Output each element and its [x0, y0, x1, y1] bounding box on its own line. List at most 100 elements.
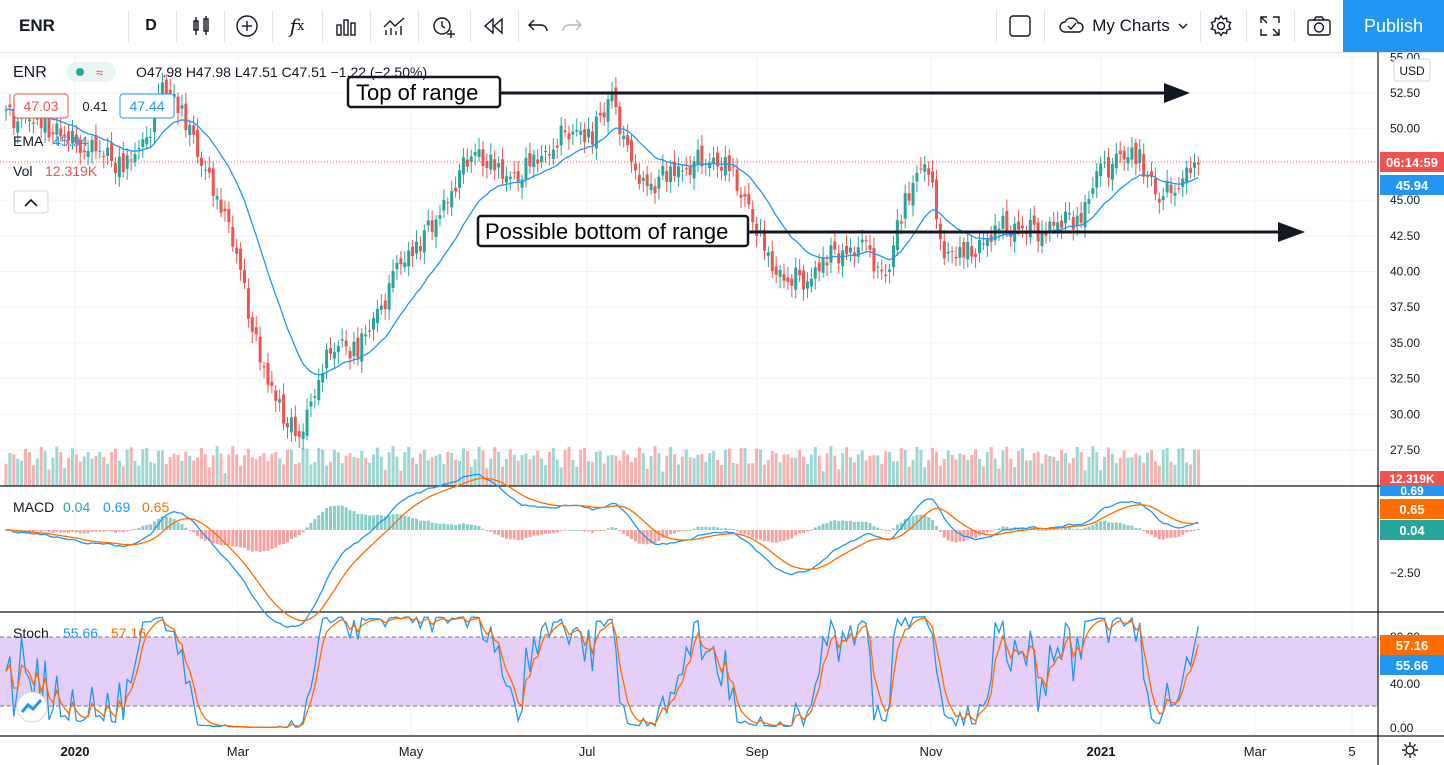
candle-body — [1193, 162, 1197, 168]
macd-hist-bar — [626, 530, 630, 537]
my-charts-button[interactable]: My Charts — [1050, 0, 1198, 52]
volume-bar — [203, 454, 207, 486]
volume-bar — [790, 457, 794, 486]
annotation-bottom[interactable]: Possible bottom of range — [476, 214, 1305, 248]
volume-bar — [504, 459, 508, 486]
candle-body — [1153, 178, 1157, 195]
time-tick: 2020 — [61, 744, 90, 759]
macd-hist-bar — [266, 530, 270, 551]
price-chart[interactable]: Top of range Possible bottom of range 27… — [0, 52, 1444, 765]
volume-bar — [809, 454, 813, 486]
candle-body — [774, 266, 778, 275]
macd-hist-bar — [798, 530, 802, 534]
volume-bar — [368, 462, 372, 486]
undo-icon[interactable] — [524, 0, 552, 52]
candle-body — [153, 107, 157, 133]
macd-hist-bar — [817, 526, 821, 530]
legend-status-badge[interactable]: ≈ — [66, 62, 116, 82]
volume-bar — [536, 450, 540, 486]
symbol-search[interactable]: ENR — [19, 16, 55, 35]
candle-body — [94, 134, 98, 152]
macd-hist-bar — [242, 530, 246, 548]
candle-body — [985, 239, 989, 246]
replay-icon[interactable] — [478, 0, 510, 52]
candle-body — [321, 372, 325, 383]
volume-bar — [876, 455, 880, 486]
signal-tag-text: 0.65 — [1399, 502, 1424, 517]
layout-icon[interactable] — [1004, 0, 1036, 52]
candle-body — [1075, 215, 1079, 226]
macd-hist-bar — [794, 530, 798, 536]
macd-hist-bar — [895, 524, 899, 530]
ask-box[interactable] — [119, 93, 175, 119]
macd-hist-bar — [473, 525, 477, 530]
bid-box[interactable] — [13, 93, 69, 119]
countdown-text: 06:14:59 — [1386, 155, 1438, 170]
macd-hist-bar — [606, 528, 610, 530]
macd-hist-bar — [86, 530, 90, 534]
macd-hist-bar — [192, 530, 196, 533]
volume-bar — [403, 452, 407, 486]
macd-hist-bar — [516, 530, 520, 541]
macd-hist-bar — [164, 516, 168, 530]
candle-body — [43, 115, 47, 133]
macd-hist-bar — [250, 530, 254, 552]
price-tick: 32.50 — [1390, 372, 1420, 386]
volume-bar — [942, 458, 946, 486]
camera-icon[interactable] — [1302, 0, 1336, 52]
macd-hist-bar — [1103, 520, 1107, 530]
macd-hist-bar — [528, 530, 532, 538]
price-tick: 27.50 — [1390, 443, 1420, 457]
price-axis[interactable]: 27.50 30.00 32.50 35.00 37.50 40.00 42.50 45.00… — [1390, 52, 1420, 457]
candle-body — [1063, 211, 1067, 224]
macd-hist-bar — [1150, 530, 1154, 535]
candles-icon[interactable] — [185, 0, 217, 52]
macd-hist-bar — [860, 521, 864, 530]
macd-hist-bar — [1130, 525, 1134, 530]
volume-bar — [411, 457, 415, 486]
macd-hist-bar — [63, 530, 67, 533]
volume-bar — [802, 456, 806, 486]
compare-icon[interactable] — [378, 0, 410, 52]
macd-hist-bar — [880, 529, 884, 531]
volume-bar — [540, 458, 544, 486]
collapse-legend-button[interactable] — [13, 190, 49, 214]
volume-bar — [680, 456, 684, 486]
macd-hist-bar — [504, 530, 508, 539]
annotation-top[interactable]: Top of range — [346, 75, 1190, 109]
macd-hist-bar — [567, 530, 571, 531]
alert-icon[interactable] — [427, 0, 461, 52]
macd-hist-bar — [852, 521, 856, 530]
candle-body — [1060, 220, 1064, 228]
macd-hist-bar — [368, 515, 372, 530]
candle-body — [727, 155, 731, 171]
macd-hist-bar — [485, 530, 489, 532]
volume-bar — [266, 461, 270, 486]
volume-bar — [805, 464, 809, 486]
time-axis[interactable]: 2020 Mar May Jul Sep Nov 2021 Mar 5 — [61, 744, 1356, 759]
candle-body — [696, 149, 700, 165]
candle-body — [895, 220, 899, 250]
volume-bar — [1189, 464, 1193, 486]
candle-body — [188, 124, 192, 136]
volume-bar — [12, 454, 16, 486]
bars-icon[interactable] — [330, 0, 362, 52]
add-indicator-icon[interactable] — [231, 0, 263, 52]
macd-hist-bar — [1020, 527, 1024, 530]
macd-hist-bar — [954, 530, 958, 543]
candle-body — [661, 165, 665, 176]
publish-button[interactable]: Publish — [1343, 0, 1444, 52]
macd-hist-bar — [778, 530, 782, 542]
macd-hist-bar — [946, 530, 950, 541]
candle-body — [110, 142, 114, 162]
fullscreen-icon[interactable] — [1254, 0, 1286, 52]
volume-bar — [868, 456, 872, 486]
chart-settings-icon[interactable] — [1402, 742, 1418, 758]
settings-icon[interactable] — [1205, 0, 1237, 52]
interval-selector[interactable]: D — [145, 17, 157, 34]
candle-body — [266, 363, 270, 385]
volume-bar — [336, 452, 340, 486]
volume-bar — [321, 449, 325, 486]
redo-icon[interactable] — [558, 0, 586, 52]
